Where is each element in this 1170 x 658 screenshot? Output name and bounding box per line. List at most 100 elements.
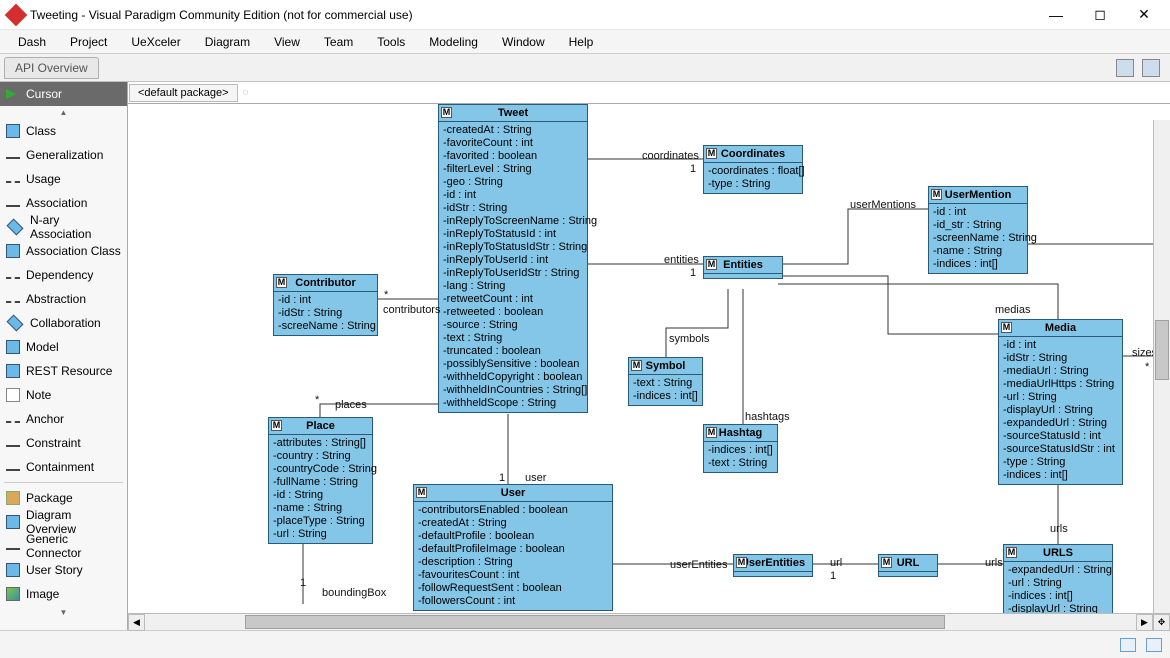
uml-class-place[interactable]: MPlace-attributes : String[]-country : S… <box>268 417 373 544</box>
palette-anchor[interactable]: Anchor <box>0 407 127 431</box>
search-icon[interactable]: ◌ <box>243 87 249 98</box>
edge-label-user: user <box>523 472 548 484</box>
uml-class-entities[interactable]: MEntities <box>703 256 783 279</box>
tab-api-overview[interactable]: API Overview <box>4 57 99 79</box>
uml-class-urls[interactable]: MURLS-expandedUrl : String-url : String-… <box>1003 544 1113 613</box>
rest-resource-icon <box>6 364 20 378</box>
uml-attr: -favouritesCount : int <box>418 569 608 582</box>
palette-abstraction[interactable]: Abstraction <box>0 287 127 311</box>
uml-class-title: User <box>501 487 525 499</box>
uml-class-symbol[interactable]: MSymbol-text : String-indices : int[] <box>628 357 703 406</box>
menu-uexceler[interactable]: UeXceler <box>119 32 192 52</box>
uml-class-contributor[interactable]: MContributor-id : int-idStr : String-scr… <box>273 274 378 336</box>
palette-model[interactable]: Model <box>0 335 127 359</box>
scroll-right-button[interactable]: ▶ <box>1136 614 1153 631</box>
palette-containment[interactable]: Containment <box>0 455 127 479</box>
model-badge-icon: M <box>706 259 717 270</box>
edge-label-urls_l: urls <box>983 557 1005 569</box>
uml-attr: -retweetCount : int <box>443 293 583 306</box>
collaboration-icon <box>7 315 24 332</box>
palette-usage[interactable]: Usage <box>0 167 127 191</box>
palette-collaboration[interactable]: Collaboration <box>0 311 127 335</box>
palette-n-ary-association[interactable]: N-ary Association <box>0 215 127 239</box>
uml-attr: -inReplyToStatusIdStr : String <box>443 241 583 254</box>
edge-label-entities_1: 1 <box>688 267 698 279</box>
palette-diagram-overview[interactable]: Diagram Overview <box>0 510 127 534</box>
scroll-pan-button[interactable]: ✥ <box>1153 614 1170 631</box>
mail-icon[interactable] <box>1120 638 1136 652</box>
edge-label-urls_r: urls <box>1048 523 1070 535</box>
vertical-scrollbar[interactable] <box>1153 120 1170 613</box>
palette-rest-resource[interactable]: REST Resource <box>0 359 127 383</box>
breadcrumb-bar: <default package> ◌ <box>128 82 1170 104</box>
palette-item-label: Image <box>26 587 59 601</box>
menu-window[interactable]: Window <box>490 32 557 52</box>
note-icon[interactable] <box>1146 638 1162 652</box>
uml-attr: -indices : int[] <box>1008 590 1108 603</box>
palette-item-label: Package <box>26 491 73 505</box>
uml-attrs: -id : int-idStr : String-screeName : Str… <box>274 292 377 335</box>
uml-attr: -name : String <box>933 245 1023 258</box>
uml-attr: -idStr : String <box>443 202 583 215</box>
uml-class-media[interactable]: MMedia-id : int-idStr : String-mediaUrl … <box>998 319 1123 485</box>
menu-diagram[interactable]: Diagram <box>193 32 262 52</box>
palette-expand-bottom[interactable]: ▼ <box>0 606 127 619</box>
uml-class-url[interactable]: MURL <box>878 554 938 577</box>
uml-class-title: Coordinates <box>721 148 785 160</box>
uml-attr: -type : String <box>708 178 798 191</box>
breadcrumb-segment[interactable]: <default package> <box>129 84 238 102</box>
menu-modeling[interactable]: Modeling <box>417 32 490 52</box>
uml-class-title: Hashtag <box>719 427 762 439</box>
palette-dependency[interactable]: Dependency <box>0 263 127 287</box>
diagram-canvas[interactable]: M Tweet -createdAt : String-favoriteCount … <box>128 104 1170 613</box>
uml-attr: -indices : int[] <box>708 444 773 457</box>
palette-association[interactable]: Association <box>0 191 127 215</box>
uml-class-coordinates[interactable]: MCoordinates-coordinates : float[]-type … <box>703 145 803 194</box>
palette-note[interactable]: Note <box>0 383 127 407</box>
association-class-icon <box>6 244 20 258</box>
menu-view[interactable]: View <box>262 32 312 52</box>
palette-user-story[interactable]: User Story <box>0 558 127 582</box>
uml-class-user[interactable]: MUser-contributorsEnabled : boolean-crea… <box>413 484 613 611</box>
menu-project[interactable]: Project <box>58 32 119 52</box>
uml-class-tweet[interactable]: MTweet-createdAt : String-favoriteCount … <box>438 104 588 413</box>
uml-attr: -withheldCopyright : boolean <box>443 371 583 384</box>
palette-image[interactable]: Image <box>0 582 127 606</box>
uml-class-userentities[interactable]: MUserEntities <box>733 554 813 577</box>
palette-cursor[interactable]: Cursor <box>0 82 127 106</box>
minimize-button[interactable]: — <box>1034 1 1078 29</box>
palette-divider <box>4 482 123 483</box>
uml-attrs: -attributes : String[]-country : String-… <box>269 435 372 543</box>
titlebar: Tweeting - Visual Paradigm Community Edi… <box>0 0 1170 30</box>
uml-class-hashtag[interactable]: MHashtag-indices : int[]-text : String <box>703 424 778 473</box>
palette-association-class[interactable]: Association Class <box>0 239 127 263</box>
edge-label-symbols: symbols <box>667 333 711 345</box>
uml-class-title: Tweet <box>498 107 528 119</box>
close-button[interactable]: ✕ <box>1122 1 1166 29</box>
uml-attr: -idStr : String <box>1003 352 1118 365</box>
palette-generic-connector[interactable]: Generic Connector <box>0 534 127 558</box>
maximize-button[interactable]: ◻ <box>1078 1 1122 29</box>
palette-package[interactable]: Package <box>0 486 127 510</box>
uml-attr: -createdAt : String <box>418 517 608 530</box>
model-badge-icon: M <box>631 360 642 371</box>
uml-attr: -followersCount : int <box>418 595 608 608</box>
palette-generalization[interactable]: Generalization <box>0 143 127 167</box>
menu-tools[interactable]: Tools <box>365 32 417 52</box>
palette-constraint[interactable]: Constraint <box>0 431 127 455</box>
scroll-left-button[interactable]: ◀ <box>128 614 145 631</box>
menu-team[interactable]: Team <box>312 32 365 52</box>
palette-class[interactable]: Class <box>0 119 127 143</box>
uml-attr: -screeName : String <box>278 320 373 333</box>
toolbar-icon-2[interactable] <box>1142 59 1160 77</box>
uml-attr: -text : String <box>708 457 773 470</box>
uml-class-usermention[interactable]: MUserMention-id : int-id_str : String-sc… <box>928 186 1028 274</box>
uml-attrs: -createdAt : String-favoriteCount : int-… <box>439 122 587 412</box>
uml-attrs: -id : int-idStr : String-mediaUrl : Stri… <box>999 337 1122 484</box>
menu-dash[interactable]: Dash <box>6 32 58 52</box>
menu-help[interactable]: Help <box>557 32 606 52</box>
toolbar-icon-1[interactable] <box>1116 59 1134 77</box>
horizontal-scrollbar[interactable]: ◀ ▶ ✥ <box>128 613 1170 630</box>
palette-expand-top[interactable]: ▲ <box>0 106 127 119</box>
model-icon <box>6 340 20 354</box>
